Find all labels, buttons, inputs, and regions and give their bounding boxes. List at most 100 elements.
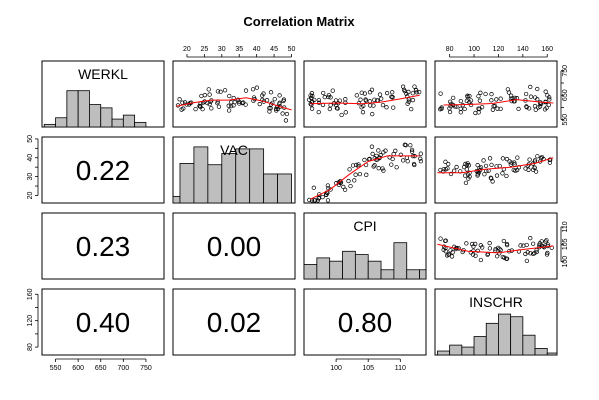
scatter-point xyxy=(508,93,514,98)
scatter-point xyxy=(537,104,543,109)
scatter-point xyxy=(321,90,326,96)
histogram-bar xyxy=(249,148,265,204)
scatter-point xyxy=(441,166,446,172)
histogram-bar xyxy=(449,344,463,356)
scatter-point xyxy=(400,84,406,89)
x-tick-label: 550 xyxy=(50,365,62,372)
histogram-bar xyxy=(329,260,343,280)
scatter-point xyxy=(389,162,394,167)
scatter-point xyxy=(494,173,500,178)
x-tick-label: 45 xyxy=(270,46,278,53)
scatter-point xyxy=(347,167,352,172)
variable-label: WERKL xyxy=(78,66,128,82)
scatter-point xyxy=(509,160,514,165)
histogram-bar xyxy=(263,173,278,204)
scatter-point xyxy=(525,250,530,255)
y-tick-label: 650 xyxy=(562,89,569,101)
scatter-point xyxy=(454,164,459,170)
histogram-bar xyxy=(393,242,408,280)
scatter-point xyxy=(359,105,364,110)
scatter-point xyxy=(458,110,463,115)
scatter-point xyxy=(226,108,232,113)
panel-frame-r2c0 xyxy=(41,212,165,280)
correlation-value: 0.23 xyxy=(76,231,131,262)
scatter-point xyxy=(452,168,457,173)
panel-frame-r1c3 xyxy=(434,136,558,204)
scatter-point xyxy=(218,89,223,94)
x-tick-label: 120 xyxy=(493,46,505,53)
scatter-point xyxy=(409,106,414,112)
scatter-point xyxy=(398,152,404,157)
scatter-point xyxy=(483,91,488,97)
histogram-bar xyxy=(316,257,331,280)
correlation-value: 0.80 xyxy=(338,307,393,338)
scatter-point xyxy=(277,93,282,98)
scatter-point xyxy=(502,255,507,260)
scatter-point xyxy=(360,110,366,115)
x-tick-label: 20 xyxy=(183,46,191,53)
panel-frame-r2c1 xyxy=(172,212,296,280)
scatter-point xyxy=(227,93,232,99)
scatter-point xyxy=(452,244,457,249)
x-tick-label: 25 xyxy=(200,46,208,53)
scatter-point xyxy=(379,96,384,101)
y-tick-label: 105 xyxy=(562,238,569,250)
scatter-point xyxy=(240,100,245,106)
scatter-point xyxy=(417,89,422,95)
scatter-point xyxy=(376,148,381,153)
scatter-point xyxy=(438,91,443,96)
scatter-point xyxy=(316,100,322,105)
scatter-point xyxy=(412,84,417,89)
scatter-point xyxy=(343,97,348,102)
scatter-point xyxy=(451,95,456,101)
panel-frame-r3c1 xyxy=(172,288,296,356)
scatter-point xyxy=(404,155,410,160)
scatter-point xyxy=(215,89,221,94)
scatter-point xyxy=(268,90,274,95)
scatter-point xyxy=(470,241,475,247)
scatter-point xyxy=(257,101,262,107)
scatter-point xyxy=(193,106,198,112)
scatter-point xyxy=(356,162,361,167)
variable-label: VAC xyxy=(220,142,248,158)
scatter-point xyxy=(180,100,185,105)
smooth-line xyxy=(437,243,554,254)
scatter-point xyxy=(530,241,536,246)
scatter-point xyxy=(527,157,532,162)
scatter-point xyxy=(504,173,509,179)
scatter-point xyxy=(371,164,376,169)
scatter-point xyxy=(199,93,204,99)
panel-frame-r0c2 xyxy=(303,60,427,128)
scatter-point xyxy=(526,106,532,111)
scatter-point xyxy=(449,101,454,107)
scatter-point xyxy=(362,91,367,96)
scatter-point xyxy=(512,160,517,165)
scatter-point xyxy=(475,248,480,253)
scatter-point xyxy=(232,100,237,105)
scatter-point xyxy=(516,106,521,112)
scatter-point xyxy=(369,144,375,149)
scatter-point xyxy=(491,104,496,109)
histogram-bar xyxy=(485,322,499,356)
histogram-bar xyxy=(66,90,79,128)
histogram-bar xyxy=(461,346,475,356)
histogram-bar xyxy=(43,123,56,128)
histogram-bar xyxy=(134,121,147,128)
histogram-bar xyxy=(77,90,90,128)
scatter-point xyxy=(391,105,396,110)
scatter-point xyxy=(322,95,327,100)
scatter-point xyxy=(471,244,476,249)
scatter-point xyxy=(243,102,248,107)
scatter-point xyxy=(489,91,494,97)
scatter-point xyxy=(513,168,518,173)
x-tick-label: 40 xyxy=(253,46,261,53)
panel-grid: WERKL VAC CPI INSCHR 0.22 0.23 0.00 0.40 0.02 0.8… xyxy=(27,46,569,372)
scatter-point xyxy=(200,106,205,112)
scatter-point xyxy=(545,250,550,256)
scatter-point xyxy=(406,99,411,104)
scatter-point xyxy=(487,156,493,161)
scatter-point xyxy=(309,106,315,111)
histogram-bar xyxy=(354,254,369,280)
scatter-point xyxy=(357,171,363,177)
scatter-point xyxy=(506,90,512,95)
